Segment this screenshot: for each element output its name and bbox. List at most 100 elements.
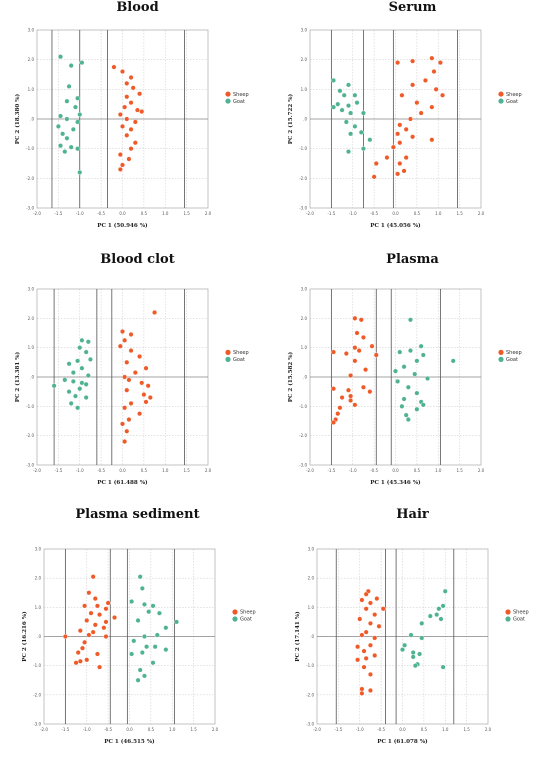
scatter-point-sheep [126,156,132,162]
scatter-point-sheep [124,116,130,122]
scatter-point-sheep [363,606,369,612]
scatter-point-sheep [77,658,83,664]
x-tick-label: 0.0 [392,211,399,216]
scatter-point-goat [64,135,70,141]
y-tick-label: -2.0 [299,176,307,181]
scatter-point-sheep [122,337,128,343]
scatter-point-goat [87,356,93,362]
x-tick-label: 2.0 [478,211,485,216]
y-tick-label: 3.0 [308,547,315,552]
scatter-point-sheep [130,85,136,91]
y-tick-label: -3.0 [33,722,41,727]
x-tick-label: 1.0 [162,211,169,216]
scatter-point-sheep [363,591,369,597]
scatter-point-sheep [359,686,365,692]
scatter-point-sheep [380,606,386,612]
y-tick-label: .0 [30,375,34,380]
scatter-point-goat [137,667,143,673]
y-axis-label: PC 2 (15.722 %) [287,93,294,144]
y-tick-label: -2.0 [306,692,314,697]
x-tick-label: -1.0 [83,727,91,732]
scatter-point-sheep [433,86,439,92]
scatter-point-goat [156,610,162,616]
scatter-point-sheep [359,690,365,696]
scatter-point-sheep [94,603,100,609]
scatter-point-goat [414,406,420,412]
scatter-point-sheep [128,126,134,132]
scatter-point-sheep [422,77,428,83]
scatter-panel-hair: Hair -2.0 -1.5 -1.0 -0.5 0.0 0.5 1.0 1.5 2.0 3.0 2… [275,507,550,760]
scatter-point-sheep [374,596,380,602]
x-tick-label: 1.5 [190,727,197,732]
scatter-point-goat [408,632,414,638]
x-tick-label: 1.0 [435,468,442,473]
legend-marker-goat [498,98,504,104]
x-tick-label: -1.0 [349,211,357,216]
y-tick-label: -2.0 [33,692,41,697]
scatter-panel-blood: Blood -2.0 -1.5 -1.0 -0.5 0.0 0.5 1.0 1.5 2.0 3.0… [0,0,275,252]
legend-marker-sheep [505,609,511,615]
x-tick-label: -0.5 [97,468,105,473]
scatter-point-goat [438,616,444,622]
scatter-point-sheep [363,367,369,373]
scatter-point-goat [405,384,411,390]
scatter-point-sheep [128,100,134,106]
scatter-point-goat [392,368,398,374]
scatter-point-sheep [128,74,134,80]
scatter-point-sheep [101,625,107,631]
scatter-point-sheep [397,160,403,166]
scatter-point-goat [85,339,91,345]
y-tick-label: -1.0 [299,404,307,409]
scatter-point-sheep [124,80,130,86]
x-tick-label: 0.0 [119,211,126,216]
x-tick-label: -1.5 [327,468,335,473]
scatter-point-goat [348,131,354,137]
chart-title: Serum [388,0,437,15]
scatter-point-sheep [429,55,435,61]
scatter-point-sheep [137,91,143,97]
scatter-point-sheep [117,343,123,349]
legend-label-sheep: Sheep [233,92,249,98]
y-tick-label: -2.0 [26,176,34,181]
scatter-point-sheep [105,600,111,606]
scatter-point-sheep [367,389,373,395]
y-tick-label: -1.0 [26,404,34,409]
y-tick-label: .0 [37,634,41,639]
scatter-point-goat [427,613,433,619]
scatter-point-sheep [337,405,343,411]
scatter-point-goat [345,149,351,155]
x-tick-label: 0.5 [148,727,155,732]
legend-label-goat: Goat [240,617,252,623]
scatter-point-goat [354,100,360,106]
scatter-point-sheep [90,629,96,635]
scatter-panel-serum: Serum -2.0 -1.5 -1.0 -0.5 0.0 0.5 1.0 1.5 2.0 3.0… [275,0,550,252]
scatter-plot-hair: -2.0 -1.5 -1.0 -0.5 0.0 0.5 1.0 1.5 2.0 3.0 2.0 1.0… [294,547,529,746]
x-tick-label: -1.5 [61,727,69,732]
scatter-point-sheep [352,315,358,321]
scatter-point-goat [139,585,145,591]
scatter-point-sheep [367,600,373,606]
scatter-point-sheep [79,645,85,651]
scatter-point-sheep [143,365,149,371]
scatter-point-goat [343,119,349,125]
scatter-point-goat [401,364,407,370]
scatter-point-sheep [88,610,94,616]
scatter-point-goat [412,371,418,377]
scatter-point-sheep [119,69,125,75]
scatter-point-sheep [75,650,81,656]
scatter-point-sheep [401,168,407,174]
y-tick-label: -3.0 [26,463,34,468]
scatter-panel-plasma: Plasma -2.0 -1.5 -1.0 -0.5 0.0 0.5 1.0 1.5 2.0 3.… [275,252,550,507]
scatter-point-goat [135,677,141,683]
scatter-plot-blood-clot: -2.0 -1.5 -1.0 -0.5 0.0 0.5 1.0 1.5 2.0 3.0 2.0 1.0… [14,287,249,487]
scatter-point-sheep [124,359,130,365]
y-tick-label: -3.0 [306,722,314,727]
scatter-point-sheep [132,140,138,146]
scatter-point-sheep [352,402,358,408]
scatter-point-sheep [92,622,98,628]
y-tick-label: 3.0 [301,28,308,33]
scatter-point-sheep [339,395,345,401]
x-axis-label: PC 1 (45.056 %) [370,222,421,229]
scatter-point-goat [77,345,83,351]
scatter-point-goat [341,92,347,98]
